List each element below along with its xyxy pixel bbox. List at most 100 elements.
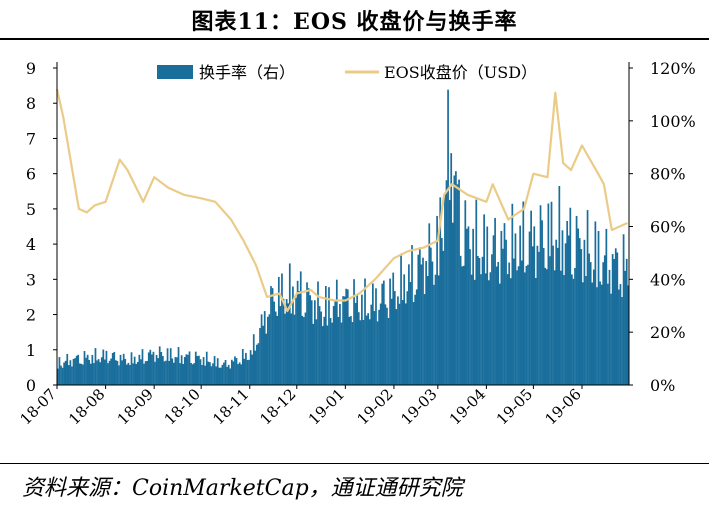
turnover-bar xyxy=(577,228,579,385)
legend[interactable]: 换手率（右） EOS收盘价（USD） xyxy=(157,63,537,82)
turnover-bar xyxy=(614,248,617,385)
turnover-bar xyxy=(382,280,385,385)
turnover-bar xyxy=(364,278,366,385)
turnover-bar xyxy=(625,258,628,385)
turnover-bar xyxy=(224,360,227,385)
turnover-bar xyxy=(439,197,442,385)
turnover-bar xyxy=(335,279,338,385)
turnover-bar xyxy=(340,322,343,385)
turnover-bar xyxy=(569,207,572,385)
turnover-bar xyxy=(149,349,152,385)
turnover-bar xyxy=(282,298,285,385)
turnover-bar xyxy=(578,238,581,385)
turnover-bar xyxy=(408,264,410,385)
turnover-bar xyxy=(274,311,277,385)
turnover-bar xyxy=(273,301,275,385)
turnover-bar xyxy=(296,280,299,385)
turnover-bar xyxy=(177,347,180,385)
turnover-bar xyxy=(491,254,493,385)
turnover-bar xyxy=(113,351,116,385)
turnover-bar xyxy=(610,293,612,385)
turnover-bar xyxy=(105,350,108,385)
turnover-bar xyxy=(525,265,528,385)
turnover-bar xyxy=(198,355,200,385)
turnover-bar xyxy=(423,294,426,385)
turnover-bar xyxy=(144,361,147,385)
turnover-bar xyxy=(478,257,481,385)
turnover-bar xyxy=(129,365,131,385)
turnover-bar xyxy=(451,222,454,385)
turnover-bar xyxy=(223,362,225,385)
turnover-bar xyxy=(619,284,622,385)
turnover-bar xyxy=(235,358,238,385)
turnover-bar xyxy=(254,350,257,385)
turnover-bar xyxy=(257,343,260,385)
turnover-bar xyxy=(545,269,548,385)
x-tick-label: 19-06 xyxy=(542,385,585,428)
turnover-bar xyxy=(602,262,605,385)
turnover-bar xyxy=(158,346,161,385)
turnover-bar xyxy=(332,305,335,385)
turnover-bar xyxy=(143,363,145,385)
turnover-bar xyxy=(425,261,427,385)
turnover-bar xyxy=(585,276,587,385)
turnover-bar xyxy=(251,354,254,385)
turnover-bar xyxy=(299,271,302,385)
turnover-bar xyxy=(361,294,363,385)
turnover-bar xyxy=(82,364,84,385)
turnover-bar xyxy=(293,314,296,385)
turnover-bar xyxy=(85,357,87,385)
turnover-bar xyxy=(306,282,308,385)
turnover-bar xyxy=(561,230,564,385)
turnover-bar xyxy=(180,355,183,385)
turnover-bar xyxy=(500,230,503,385)
turnover-bar xyxy=(111,353,114,385)
turnover-bar xyxy=(497,261,500,385)
right-tick-label: 20% xyxy=(650,323,686,342)
turnover-bar xyxy=(527,264,529,385)
turnover-bar xyxy=(160,352,163,385)
turnover-bar xyxy=(125,364,128,385)
turnover-bar xyxy=(248,359,250,385)
turnover-bar xyxy=(563,275,565,385)
turnover-bar xyxy=(234,356,236,385)
turnover-bar xyxy=(279,306,282,385)
turnover-bar xyxy=(412,302,415,385)
turnover-bar xyxy=(219,367,222,385)
title-rule xyxy=(0,38,709,40)
turnover-bar xyxy=(384,304,387,385)
turnover-bar xyxy=(136,361,139,385)
turnover-bar xyxy=(351,322,354,385)
left-tick-label: 7 xyxy=(26,129,36,148)
turnover-bar xyxy=(270,286,272,385)
turnover-bar xyxy=(575,216,578,385)
turnover-bar xyxy=(520,260,523,385)
turnover-bar xyxy=(241,349,244,385)
right-tick-label: 120% xyxy=(650,59,696,78)
x-tick-label: 19-01 xyxy=(305,385,348,428)
turnover-bar xyxy=(119,354,122,385)
turnover-bar xyxy=(166,348,169,385)
turnover-bar xyxy=(75,355,78,385)
turnover-bar xyxy=(539,205,542,385)
turnover-bar xyxy=(74,358,76,385)
turnover-bar xyxy=(509,278,512,385)
turnover-bar xyxy=(613,259,616,385)
turnover-bar xyxy=(252,334,255,385)
turnover-bar xyxy=(320,311,322,385)
turnover-bar xyxy=(323,316,326,385)
turnover-bar xyxy=(580,249,583,385)
turnover-bar xyxy=(386,307,388,385)
turnover-bar xyxy=(71,366,73,385)
turnover-bar xyxy=(72,358,75,385)
turnover-bar xyxy=(401,300,404,385)
turnover-bar xyxy=(437,275,440,385)
turnover-bar xyxy=(179,363,181,385)
source-note: 资料来源：CoinMarketCap，通证通研究院 xyxy=(22,476,463,501)
x-tick-label: 19-03 xyxy=(397,385,440,428)
turnover-bar xyxy=(227,364,230,385)
turnover-bar xyxy=(301,315,304,385)
turnover-bar xyxy=(378,309,380,385)
turnover-bar xyxy=(462,265,465,385)
